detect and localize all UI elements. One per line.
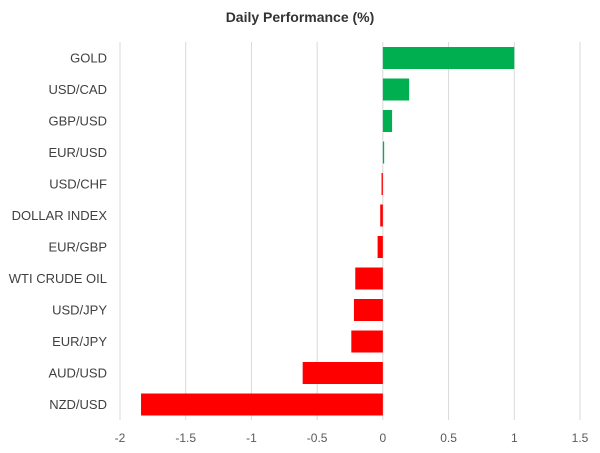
category-label: WTI CRUDE OIL: [9, 271, 107, 286]
bar: [382, 78, 410, 101]
bar: [353, 299, 383, 321]
category-label: EUR/JPY: [52, 334, 107, 349]
bar: [302, 362, 383, 384]
bar: [382, 47, 515, 69]
bar: [141, 393, 383, 416]
x-axis-tick-labels: -2 -1.5 -1 -0.5 0 0.5 1 1.5: [115, 431, 589, 445]
category-label: EUR/GBP: [48, 240, 107, 255]
x-tick-label: 0.5: [440, 431, 457, 445]
bar: [381, 173, 383, 195]
bar: [355, 267, 383, 290]
x-tick-label: -1.5: [175, 431, 196, 445]
bar: [351, 330, 383, 353]
x-tick-label: 0: [380, 431, 387, 445]
bar: [377, 236, 383, 258]
x-tick-label: -2: [115, 431, 126, 445]
x-tick-label: -1: [246, 431, 257, 445]
bar: [380, 204, 383, 227]
x-tick-label: 1.5: [572, 431, 589, 445]
x-tick-label: -0.5: [307, 431, 328, 445]
category-label: USD/JPY: [52, 303, 107, 318]
category-label: DOLLAR INDEX: [12, 208, 108, 223]
category-labels: GOLD USD/CAD GBP/USD EUR/USD USD/CHF DOLLAR I…: [9, 51, 108, 413]
gridlines: [119, 42, 581, 420]
category-label: EUR/USD: [48, 145, 107, 160]
category-label: GBP/USD: [48, 114, 107, 129]
chart-title: Daily Performance (%): [226, 9, 375, 25]
category-label: GOLD: [70, 51, 107, 66]
category-label: USD/CAD: [48, 82, 107, 97]
category-label: NZD/USD: [49, 397, 107, 412]
x-tick-label: 1: [511, 431, 518, 445]
category-label: AUD/USD: [48, 366, 107, 381]
bar: [382, 141, 385, 164]
bar: [382, 110, 393, 132]
category-label: USD/CHF: [49, 177, 107, 192]
bars: [141, 47, 515, 416]
